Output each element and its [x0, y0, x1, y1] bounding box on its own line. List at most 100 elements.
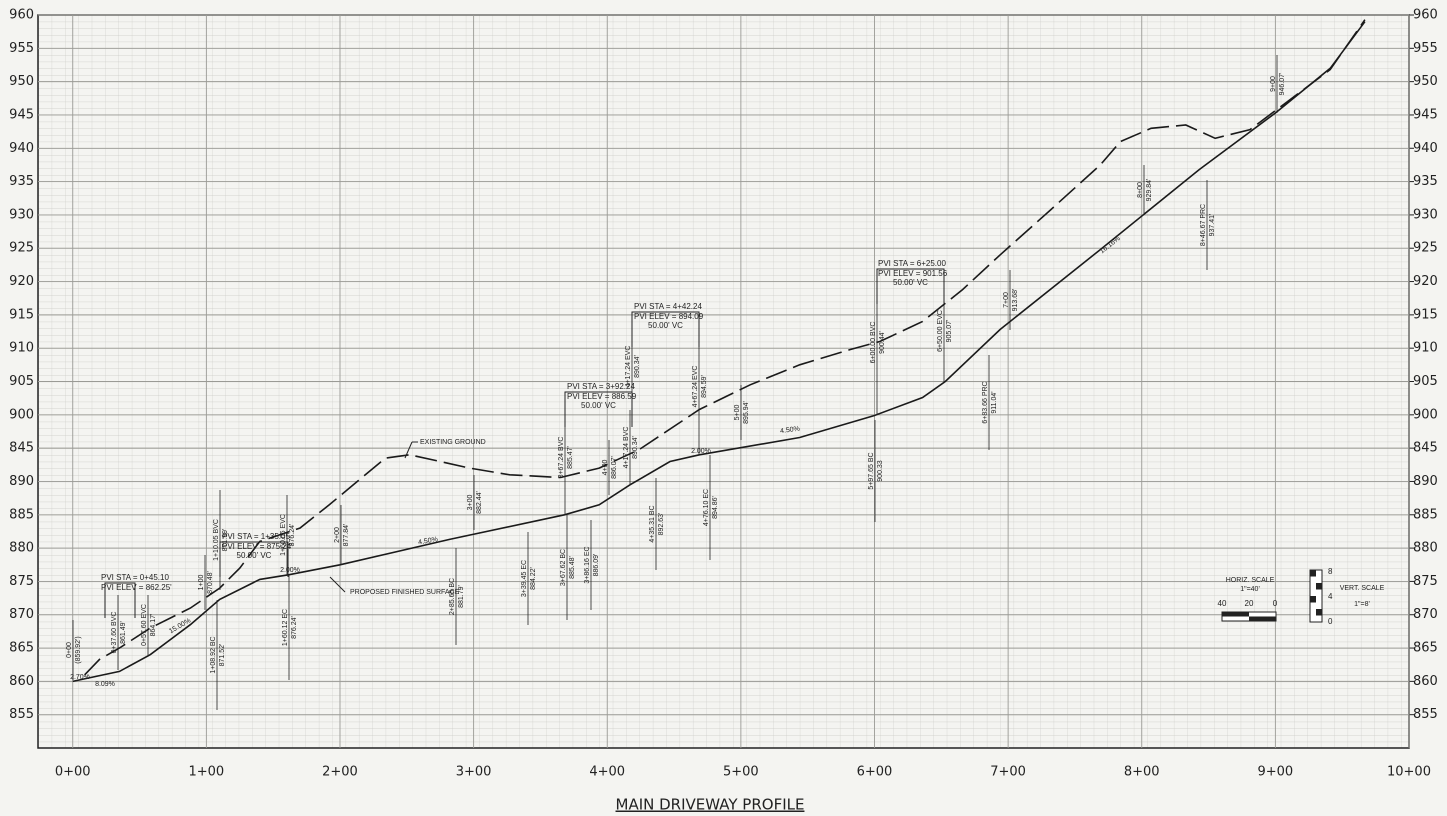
- scale-bar: [1222, 612, 1249, 617]
- callout-elevation: 882.44': [476, 491, 483, 514]
- x-tick-label: 5+00: [723, 765, 759, 780]
- callout-station: 8+46.67 PRC: [1200, 204, 1207, 246]
- callout-elevation: 885.47': [567, 446, 574, 469]
- y2-tick-label: 890: [1413, 474, 1438, 489]
- callout-station: 9+00: [1270, 76, 1277, 92]
- x-tick-label: 0+00: [55, 765, 91, 780]
- scale-ratio: 1"=40': [1240, 586, 1260, 593]
- callout-station: 1+60.12 EC: [282, 609, 289, 646]
- y2-tick-label: 875: [1413, 574, 1438, 589]
- callout-station: 4+67.24 EVC: [692, 366, 699, 408]
- y-tick-label: 910: [9, 341, 34, 356]
- leader-line: [329, 576, 346, 593]
- y-tick-label: 860: [9, 674, 34, 689]
- callout-station: 8+00: [1137, 182, 1144, 198]
- callout-elevation: 881.79': [458, 585, 465, 608]
- callout-station: 6+00.00 BVC: [870, 322, 877, 364]
- scale-tick: 4: [1328, 592, 1333, 601]
- y-tick-label: 855: [9, 707, 34, 722]
- y2-tick-label: 950: [1413, 74, 1438, 89]
- y-tick-label: 915: [9, 307, 34, 322]
- y-tick-label: 900: [9, 407, 34, 422]
- y-tick-label: 845: [9, 441, 34, 456]
- callout-elevation: 937.41': [1209, 214, 1216, 237]
- y2-tick-label: 855: [1413, 707, 1438, 722]
- scale-tick: 40: [1218, 599, 1227, 608]
- x-tick-label: 6+00: [857, 765, 893, 780]
- y2-tick-label: 910: [1413, 341, 1438, 356]
- x-tick-label: 4+00: [589, 765, 625, 780]
- callout-station: 1+60.05 EVC: [280, 514, 287, 556]
- callout-elevation: 946.07': [1279, 73, 1286, 96]
- y2-tick-label: 900: [1413, 407, 1438, 422]
- callout-station: 2+85.65 BC: [449, 578, 456, 615]
- y-tick-label: 930: [9, 207, 34, 222]
- callout-station: 1+08.92 BC: [210, 636, 217, 673]
- x-tick-label: 3+00: [456, 765, 492, 780]
- pvi-elevation: PVI ELEV = 862.25': [101, 583, 172, 592]
- callout-station: 5+97.65 BC: [868, 452, 875, 489]
- pvi-bracket: [104, 582, 136, 618]
- callout-elevation: 864.17': [150, 614, 157, 637]
- callout-station: 3+39.45 EC: [521, 560, 528, 597]
- callout-elevation: 886.07': [611, 456, 618, 479]
- pvi-station: PVI STA = 3+92.24: [567, 382, 635, 391]
- y-tick-label: 875: [9, 574, 34, 589]
- chart-title: MAIN DRIVEWAY PROFILE: [616, 796, 805, 814]
- y2-tick-label: 955: [1413, 41, 1438, 56]
- grade-label: 8.09%: [95, 681, 115, 688]
- y2-tick-label: 925: [1413, 241, 1438, 256]
- x-tick-label: 1+00: [189, 765, 225, 780]
- y2-tick-label: 845: [1413, 441, 1438, 456]
- x-tick-label: 9+00: [1258, 765, 1294, 780]
- callout-elevation: 885.48': [569, 556, 576, 579]
- y-tick-label: 955: [9, 41, 34, 56]
- callout-elevation: 911.04': [991, 391, 998, 413]
- grade-label: 2.00%: [691, 448, 711, 455]
- pvi-bracket: [876, 268, 945, 304]
- callout-station: 3+67.62 BC: [560, 549, 567, 586]
- leader-line: [404, 441, 413, 459]
- scale-title: VERT. SCALE: [1340, 585, 1385, 592]
- y2-tick-label: 920: [1413, 274, 1438, 289]
- pvi-curve: 50.00' VC: [237, 551, 272, 560]
- y-tick-label: 890: [9, 474, 34, 489]
- x-tick-label: 2+00: [322, 765, 358, 780]
- series-label: EXISTING GROUND: [420, 439, 486, 446]
- scale-tick: 0: [1273, 599, 1278, 608]
- y2-tick-label: 865: [1413, 641, 1438, 656]
- pvi-curve: 50.00' VC: [893, 278, 928, 287]
- pvi-elevation: PVI ELEV = 901.56: [878, 269, 948, 278]
- grade-label: 4.50%: [418, 536, 439, 546]
- y2-tick-label: 960: [1413, 8, 1438, 23]
- callout-station: 4+17.24 BVC: [623, 427, 630, 469]
- y2-tick-label: 940: [1413, 141, 1438, 156]
- y2-tick-label: 945: [1413, 107, 1438, 122]
- scale-bar: [1310, 570, 1316, 577]
- scale-bar: [1316, 583, 1322, 590]
- pvi-elevation: PVI ELEV = 894.09: [634, 312, 704, 321]
- x-tick-label: 10+00: [1387, 765, 1431, 780]
- series-line: [72, 21, 1366, 683]
- y-tick-label: 870: [9, 607, 34, 622]
- callout-station: 0+00: [66, 642, 73, 658]
- callout-elevation: 870.48': [207, 571, 214, 594]
- scale-tick: 20: [1245, 599, 1254, 608]
- callout-elevation: 877.84': [343, 524, 350, 547]
- callout-station: 3+86.16 EC: [584, 546, 591, 583]
- y-tick-label: 865: [9, 641, 34, 656]
- pvi-elevation: PVI ELEV = 886.59: [567, 392, 637, 401]
- y-tick-label: 925: [9, 241, 34, 256]
- pvi-bracket: [564, 391, 633, 427]
- callout-elevation: 900.33: [877, 460, 884, 482]
- callout-station: 6+50.00 EVC: [937, 310, 944, 352]
- callout-station: 4+35.31 BC: [649, 505, 656, 542]
- grade-label: 2.00%: [280, 567, 300, 574]
- callout-station: 4+17.24 EVC: [625, 346, 632, 388]
- series-line: [84, 19, 1366, 676]
- callout-elevation: 876.24': [289, 524, 296, 547]
- callout-elevation: 905.07': [946, 320, 953, 343]
- pvi-curve: 50.00' VC: [648, 321, 683, 330]
- callout-elevation: 871.52': [219, 644, 226, 667]
